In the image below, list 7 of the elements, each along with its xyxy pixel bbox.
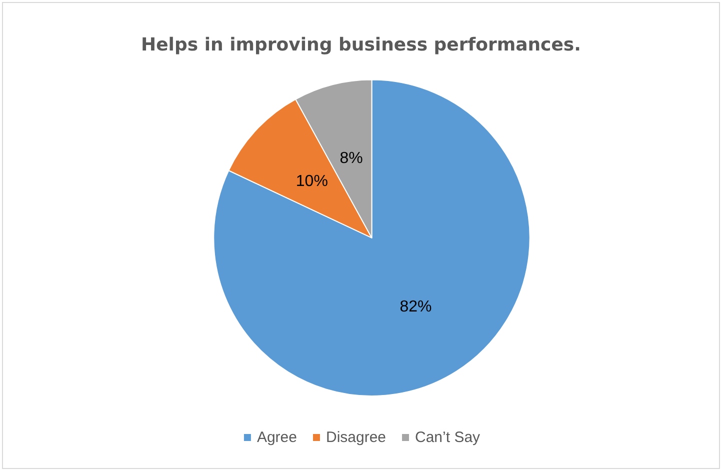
data-label: 8% — [340, 150, 363, 167]
data-label: 10% — [296, 173, 328, 190]
legend-label: Agree — [256, 429, 297, 446]
legend-label: Can’t Say — [415, 429, 481, 446]
data-label: 82% — [400, 298, 432, 316]
legend-label: Disagree — [326, 429, 386, 446]
chart-title: Helps in improving business performances. — [141, 34, 581, 56]
